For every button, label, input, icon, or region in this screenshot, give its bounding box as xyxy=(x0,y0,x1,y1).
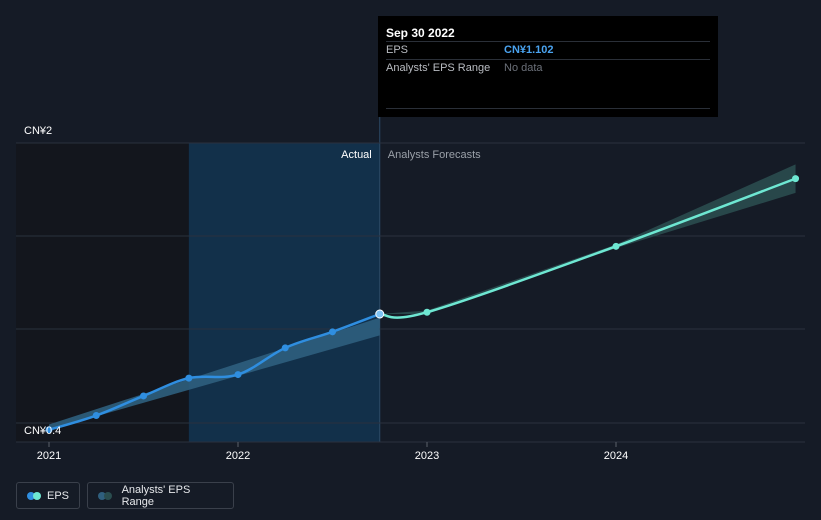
x-tick-label: 2021 xyxy=(37,450,61,462)
eps-actual-point xyxy=(185,374,193,382)
eps-legend-icon xyxy=(27,491,41,500)
legend-eps-label: EPS xyxy=(46,489,69,502)
eps-actual-line xyxy=(47,312,381,432)
tooltip-eps-label: EPS xyxy=(386,44,409,56)
tooltip-range-value: No data xyxy=(504,62,543,74)
x-tick-label: 2022 xyxy=(226,450,250,462)
actual-label: Actual xyxy=(341,149,372,161)
x-tick-label: 2024 xyxy=(604,450,628,462)
tooltip-date: Sep 30 2022 xyxy=(386,26,455,40)
tooltip: Sep 30 2022 EPS CN¥1.102 Analysts' EPS R… xyxy=(378,16,718,117)
tooltip-divider xyxy=(386,108,710,109)
eps-actual-point xyxy=(281,344,289,352)
eps-actual-point xyxy=(140,392,147,400)
x-tick-label: 2023 xyxy=(415,450,439,462)
legend-eps-button[interactable]: EPS xyxy=(16,482,80,509)
eps-actual-point xyxy=(234,371,242,379)
eps-actual-point xyxy=(92,412,100,420)
range-legend-icon xyxy=(98,491,114,500)
forecast-range-band xyxy=(379,164,796,314)
line-layer xyxy=(47,177,797,432)
eps-actual-point xyxy=(375,309,385,319)
tooltip-row-range: Analysts' EPS Range No data xyxy=(386,59,710,77)
eps-forecast-point xyxy=(792,175,800,183)
legend-range-label: Analysts' EPS Range xyxy=(121,483,191,508)
forecast-label: Analysts Forecasts xyxy=(388,149,481,161)
point-layer xyxy=(45,175,800,434)
highlight-region xyxy=(188,143,380,442)
eps-forecast-point xyxy=(612,242,620,250)
tooltip-range-label: Analysts' EPS Range xyxy=(386,62,491,74)
eps-actual-point xyxy=(329,328,336,336)
eps-actual-point xyxy=(45,426,53,434)
label-layer: CN¥2 CN¥0.4 2021 2022 2023 2024 Actual Analysts… xyxy=(24,125,628,462)
chart-background xyxy=(16,16,381,442)
legend-range-button[interactable]: Analysts' EPS Range xyxy=(87,482,234,509)
eps-forecast-line xyxy=(378,177,797,319)
gridlines xyxy=(16,142,805,447)
y-tick-label: CN¥2 xyxy=(24,125,52,137)
eps-forecast-point xyxy=(423,308,431,316)
tooltip-row-eps: EPS CN¥1.102 xyxy=(386,41,710,59)
y-tick-label: CN¥0.4 xyxy=(24,425,61,437)
tooltip-eps-value: CN¥1.102 xyxy=(504,44,554,56)
